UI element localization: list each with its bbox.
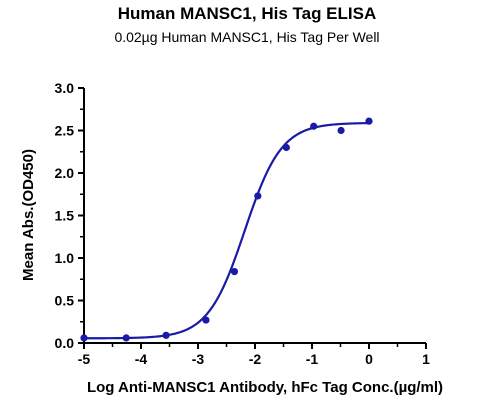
y-axis-label: Mean Abs.(OD450): [20, 149, 37, 281]
data-point: [337, 126, 345, 135]
y-tick-label: 0.0: [55, 335, 75, 351]
y-tick-label: 2.5: [55, 123, 75, 139]
data-point: [254, 192, 262, 200]
data-point: [162, 331, 170, 339]
chart-title: Human MANSC1, His Tag ELISA: [118, 4, 377, 23]
data-point: [122, 334, 130, 342]
x-tick-label: -3: [192, 351, 205, 367]
y-tick-label: 3.0: [55, 80, 75, 96]
data-point: [365, 117, 373, 125]
data-point: [80, 334, 88, 342]
y-tick-label: 1.5: [55, 208, 75, 224]
y-tick-label: 0.5: [55, 293, 75, 309]
x-axis: -5 -4 -3 -2 -1 0 1: [78, 342, 430, 367]
x-tick-label: -5: [78, 351, 91, 367]
x-tick-label: -2: [249, 351, 262, 367]
y-axis: 0.0 0.5 1.0 1.5 2.0 2.5 3.0: [55, 80, 85, 351]
chart-subtitle: 0.02µg Human MANSC1, His Tag Per Well: [114, 29, 379, 45]
y-tick-label: 1.0: [55, 250, 75, 266]
data-point: [202, 316, 210, 324]
x-tick-label: 1: [422, 351, 430, 367]
fit-curve-line: [84, 122, 370, 340]
x-axis-label: Log Anti-MANSC1 Antibody, hFc Tag Conc.(…: [87, 379, 443, 396]
x-tick-label: -1: [306, 351, 319, 367]
x-tick-label: -4: [135, 351, 148, 367]
data-points-layer: [80, 117, 373, 342]
x-tick-label: 0: [365, 351, 373, 367]
data-point: [310, 122, 318, 130]
data-point: [282, 143, 290, 152]
y-tick-label: 2.0: [55, 165, 75, 181]
data-point: [230, 268, 239, 276]
fit-curve-layer: [84, 122, 370, 340]
